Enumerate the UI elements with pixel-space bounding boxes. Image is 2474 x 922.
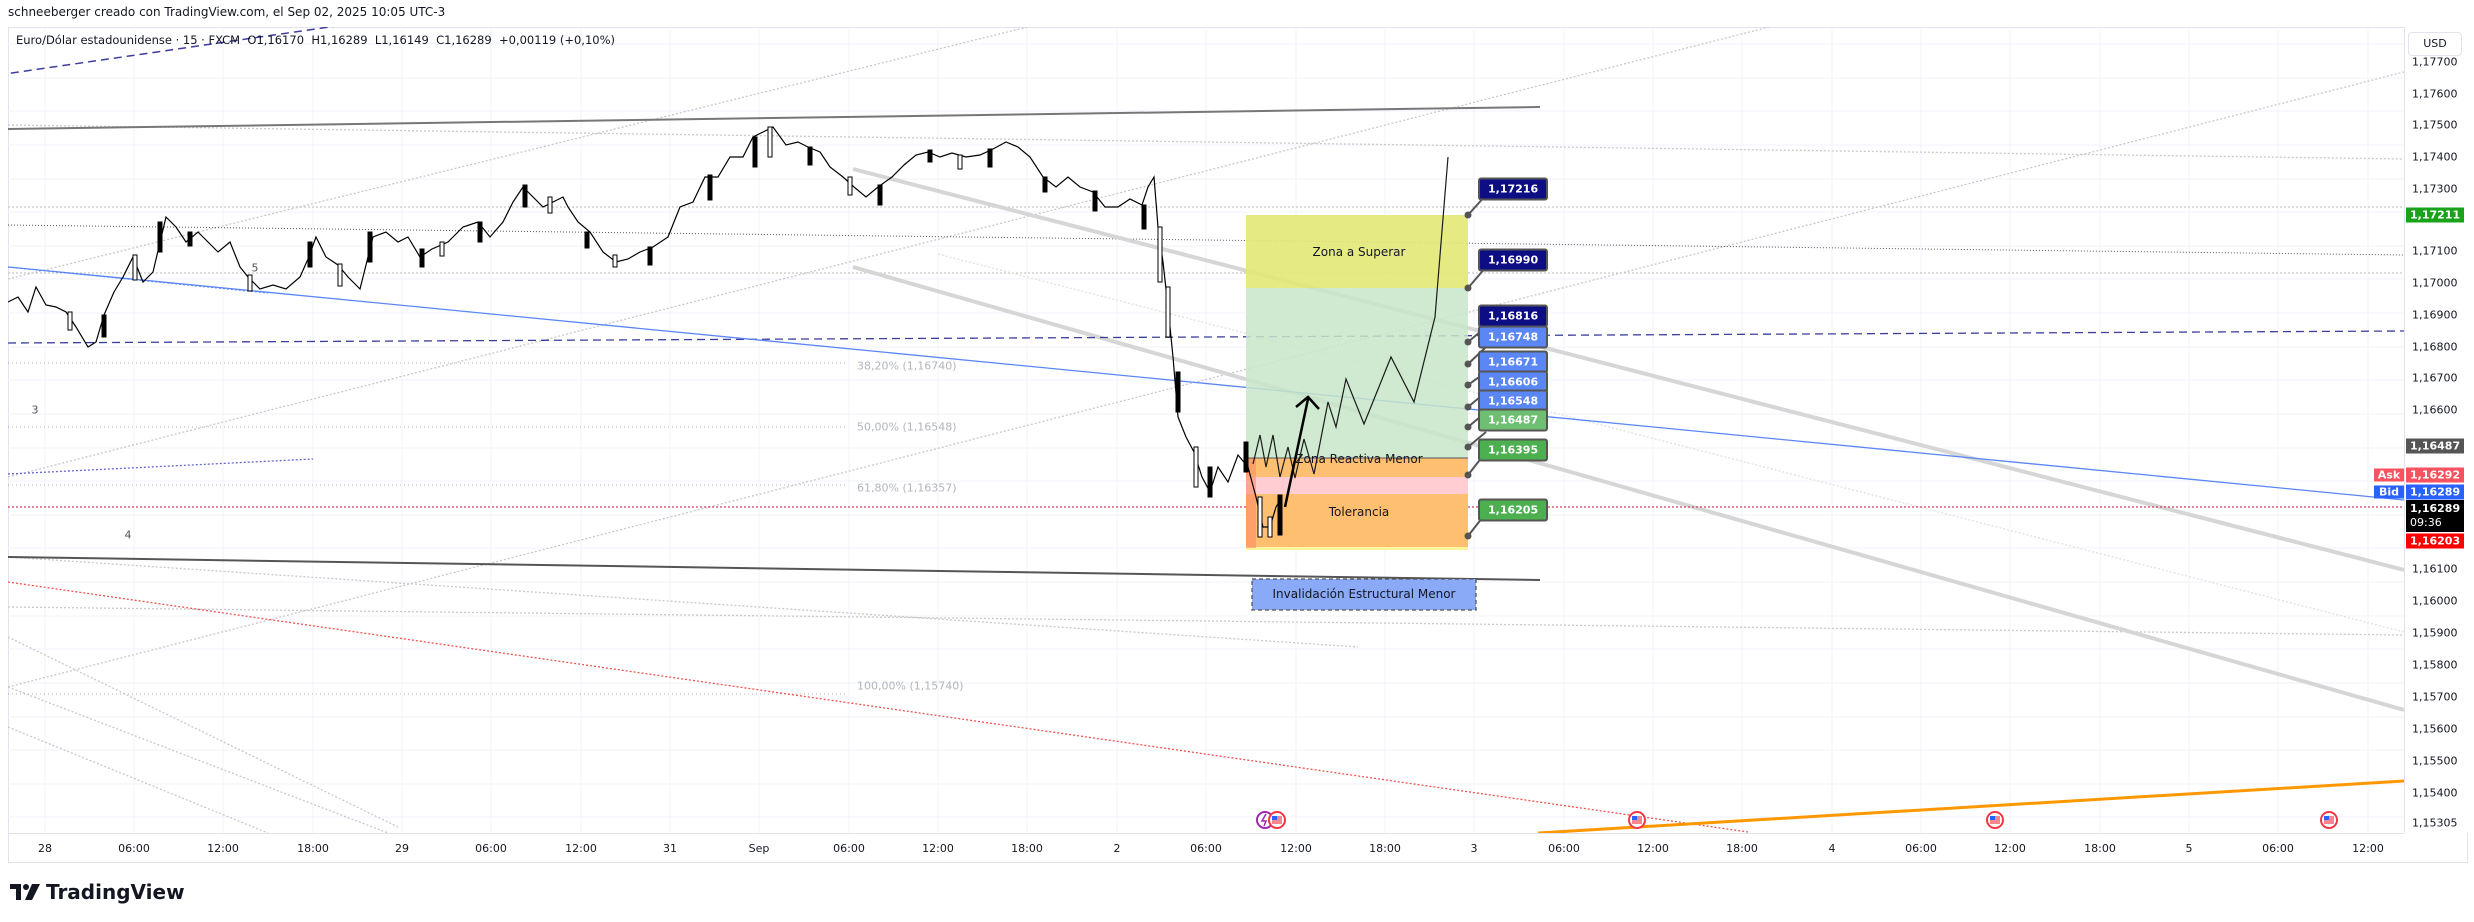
chart-credit: schneeberger creado con TradingView.com,… (8, 5, 446, 19)
ask-tag: Ask (2374, 468, 2404, 482)
price-tick: 1,17400 (2412, 150, 2458, 164)
time-tick: 18:00 (1369, 842, 1401, 855)
time-tick: 12:00 (922, 842, 954, 855)
currency-button[interactable]: USD (2408, 32, 2462, 56)
time-tick: 06:00 (475, 842, 507, 855)
time-tick: 12:00 (207, 842, 239, 855)
time-tick: 5 (2185, 842, 2193, 855)
callout-price[interactable]: 1,16816 (1478, 304, 1549, 328)
price-tick: 1,15800 (2412, 658, 2458, 672)
time-tick: 4 (1828, 842, 1836, 855)
price-tick: 1,16000 (2412, 594, 2458, 608)
fib-label-50: 50,00% (1,16548) (857, 420, 957, 434)
callout-price[interactable]: 1,16395 (1478, 438, 1549, 462)
time-tick: 29 (395, 842, 409, 855)
price-tick: 1,17100 (2412, 244, 2458, 258)
price-label-low: 1,16203 (2406, 533, 2464, 549)
last-price: 1,16289 (2410, 502, 2461, 515)
price-tick: 1,15700 (2412, 690, 2458, 704)
fib-label-618: 61,80% (1,16357) (857, 481, 957, 495)
wave-label-4: 4 (124, 528, 132, 542)
last-price-label: 1,16289 09:36 (2406, 500, 2464, 532)
price-axis[interactable] (2404, 27, 2468, 833)
time-tick: 06:00 (833, 842, 865, 855)
bid-tag: Bid (2374, 485, 2404, 499)
time-tick: 06:00 (118, 842, 150, 855)
time-tick: Sep (748, 842, 770, 855)
callout-price[interactable]: 1,16487 (1478, 408, 1549, 432)
price-tick: 1,15305 (2412, 816, 2458, 830)
symbol-legend[interactable]: Euro/Dólar estadounidense · 15 · FXCM O1… (16, 33, 615, 47)
price-tick: 1,16100 (2412, 562, 2458, 576)
event-icons (1256, 811, 2338, 829)
time-tick: 12:00 (2352, 842, 2384, 855)
time-tick: 12:00 (1994, 842, 2026, 855)
time-tick: 12:00 (1280, 842, 1312, 855)
chart-plot-area[interactable] (8, 27, 2404, 833)
price-path (8, 126, 1283, 528)
tradingview-brand: TradingView (46, 880, 185, 904)
callout-price[interactable]: 1,16990 (1478, 248, 1549, 272)
wave-label-5: 5 (251, 261, 259, 275)
time-tick: 06:00 (1548, 842, 1580, 855)
time-tick: 2 (1113, 842, 1121, 855)
time-tick: 12:00 (565, 842, 597, 855)
chart-canvas (8, 27, 2404, 833)
zone-invalidacion-label: Invalidación Estructural Menor (1272, 587, 1456, 601)
price-tick: 1,15500 (2412, 754, 2458, 768)
time-tick: 18:00 (297, 842, 329, 855)
price-tick: 1,17500 (2412, 118, 2458, 132)
price-tick: 1,17600 (2412, 87, 2458, 101)
tradingview-logo-icon (10, 884, 40, 900)
price-tick: 1,17300 (2412, 182, 2458, 196)
fib-label-100: 100,00% (1,15740) (857, 679, 964, 693)
price-tick: 1,16600 (2412, 403, 2458, 417)
price-tick: 1,16700 (2412, 371, 2458, 385)
fib-label-382: 38,20% (1,16740) (857, 359, 957, 373)
bar-countdown: 09:36 (2410, 516, 2442, 529)
price-tick: 1,16800 (2412, 340, 2458, 354)
price-label-high: 1,17211 (2406, 207, 2464, 223)
bid-price-label: 1,16289 (2406, 484, 2464, 500)
time-tick: 18:00 (1011, 842, 1043, 855)
ask-price-label: 1,16292 (2406, 467, 2464, 483)
price-label-level: 1,16487 (2406, 438, 2464, 454)
zone-superar-label: Zona a Superar (1312, 245, 1406, 259)
callout-price[interactable]: 1,16748 (1478, 325, 1549, 349)
time-tick: 18:00 (2084, 842, 2116, 855)
price-tick: 1,15900 (2412, 626, 2458, 640)
tradingview-logo[interactable]: TradingView (10, 880, 185, 904)
price-tick: 1,15400 (2412, 786, 2458, 800)
time-tick: 28 (38, 842, 52, 855)
price-tick: 1,15600 (2412, 722, 2458, 736)
wave-label-3: 3 (31, 403, 39, 417)
time-tick: 31 (663, 842, 677, 855)
callout-price[interactable]: 1,17216 (1478, 177, 1549, 201)
price-tick: 1,17700 (2412, 55, 2458, 69)
time-tick: 12:00 (1637, 842, 1669, 855)
time-tick: 06:00 (1905, 842, 1937, 855)
time-tick: 3 (1470, 842, 1478, 855)
price-tick: 1,17000 (2412, 276, 2458, 290)
callout-price[interactable]: 1,16548 (1478, 389, 1549, 413)
callout-price[interactable]: 1,16205 (1478, 498, 1549, 522)
zone-tolerancia-label: Tolerancia (1328, 505, 1390, 519)
time-tick: 18:00 (1726, 842, 1758, 855)
time-axis[interactable]: 28 06:00 12:00 18:00 29 06:00 12:00 31 S… (8, 833, 2404, 863)
callout-price[interactable]: 1,16671 (1478, 350, 1549, 374)
price-tick: 1,16900 (2412, 308, 2458, 322)
zone-reactiva-label: Zona Reactiva Menor (1295, 452, 1423, 466)
time-tick: 06:00 (2262, 842, 2294, 855)
time-tick: 06:00 (1190, 842, 1222, 855)
